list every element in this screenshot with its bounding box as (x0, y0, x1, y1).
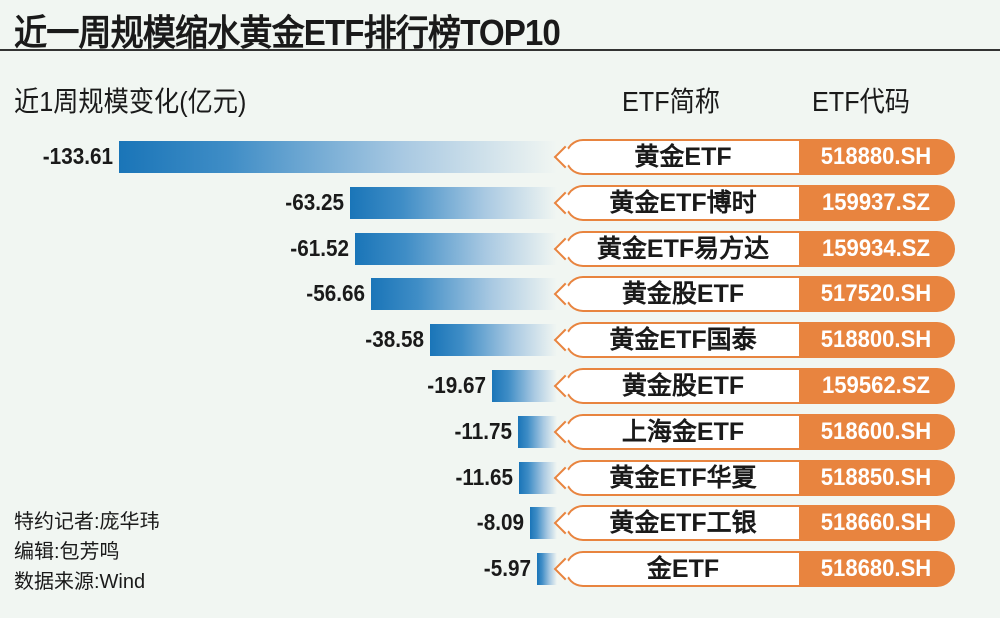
etf-name: 上海金ETF (567, 415, 799, 448)
bar-row: -56.66 黄金股ETF 517520.SH (0, 276, 1000, 313)
bar (530, 507, 557, 540)
credit-reporter: 特约记者:庞华玮 (14, 511, 160, 533)
etf-pill: 金ETF 518680.SH (553, 551, 955, 588)
bar-row: -8.09 黄金ETF工银 518660.SH (0, 505, 1000, 542)
bar (355, 232, 557, 265)
data-label: -19.67 (427, 372, 487, 398)
bar (118, 141, 557, 173)
header-name: ETF简称 (622, 86, 721, 117)
bar (518, 461, 557, 494)
etf-pill: 黄金ETF易方达 159934.SZ (553, 230, 955, 267)
data-label: -5.97 (484, 555, 532, 582)
etf-code: 159934.SZ (821, 234, 931, 262)
etf-pill: 黄金ETF博时 159937.SZ (553, 184, 955, 221)
etf-pill: 上海金ETF 518600.SH (553, 413, 955, 450)
etf-code: 159562.SZ (821, 372, 931, 399)
etf-code: 518800.SH (820, 326, 932, 354)
bar-row: -11.75 上海金ETF 518600.SH (0, 413, 1000, 450)
etf-name: 黄金ETF国泰 (567, 324, 799, 357)
bar (537, 553, 557, 586)
credit-editor: 编辑:包芳鸣 (14, 541, 120, 563)
etf-code: 518680.SH (820, 555, 932, 583)
bar (492, 370, 557, 402)
etf-code: 518850.SH (820, 463, 932, 491)
bar-row: -19.67 黄金股ETF 159562.SZ (0, 368, 1000, 404)
etf-name: 金ETF (567, 553, 799, 586)
etf-code: 159937.SZ (821, 188, 931, 216)
etf-pill: 黄金ETF 518880.SH (553, 139, 955, 175)
data-label: -61.52 (290, 234, 350, 261)
etf-name: 黄金ETF工银 (567, 507, 799, 540)
credit-source: 数据来源:Wind (14, 571, 146, 593)
etf-pill: 黄金ETF工银 518660.SH (553, 505, 955, 542)
data-label: -38.58 (365, 326, 425, 353)
header-change: 近1周规模变化(亿元) (14, 86, 247, 117)
bar (349, 186, 557, 219)
etf-name: 黄金股ETF (567, 370, 799, 402)
bar-row: -5.97 金ETF 518680.SH (0, 551, 1000, 588)
bar (518, 415, 557, 448)
etf-name: 黄金ETF博时 (567, 186, 799, 219)
data-label: -133.61 (42, 143, 113, 169)
etf-pill: 黄金股ETF 159562.SZ (553, 368, 955, 404)
data-label: -63.25 (284, 188, 344, 215)
header-code: ETF代码 (812, 86, 911, 117)
bar-row: -63.25 黄金ETF博时 159937.SZ (0, 184, 1000, 221)
bar-row: -61.52 黄金ETF易方达 159934.SZ (0, 230, 1000, 267)
etf-name: 黄金股ETF (567, 278, 799, 311)
etf-pill: 黄金ETF华夏 518850.SH (553, 459, 955, 496)
chart-title: 近一周规模缩水黄金ETF排行榜TOP10 (14, 12, 561, 53)
bar-row: -133.61 黄金ETF 518880.SH (0, 139, 1000, 175)
etf-code: 517520.SH (820, 280, 932, 308)
etf-name: 黄金ETF (567, 141, 799, 173)
etf-name: 黄金ETF华夏 (567, 461, 799, 494)
bar (371, 278, 557, 311)
data-label: -56.66 (306, 280, 366, 307)
bar-row: -11.65 黄金ETF华夏 518850.SH (0, 459, 1000, 496)
bar-row: -38.58 黄金ETF国泰 518800.SH (0, 322, 1000, 359)
data-label: -11.75 (454, 417, 513, 444)
bar (430, 324, 557, 357)
etf-pill: 黄金ETF国泰 518800.SH (553, 322, 955, 359)
etf-pill: 黄金股ETF 517520.SH (553, 276, 955, 313)
data-label: -8.09 (477, 509, 525, 536)
etf-code: 518600.SH (820, 417, 932, 445)
etf-code: 518660.SH (820, 509, 932, 537)
etf-name: 黄金ETF易方达 (567, 232, 799, 265)
title-divider (0, 49, 1000, 51)
etf-code: 518880.SH (820, 143, 932, 170)
data-label: -11.65 (455, 463, 513, 490)
